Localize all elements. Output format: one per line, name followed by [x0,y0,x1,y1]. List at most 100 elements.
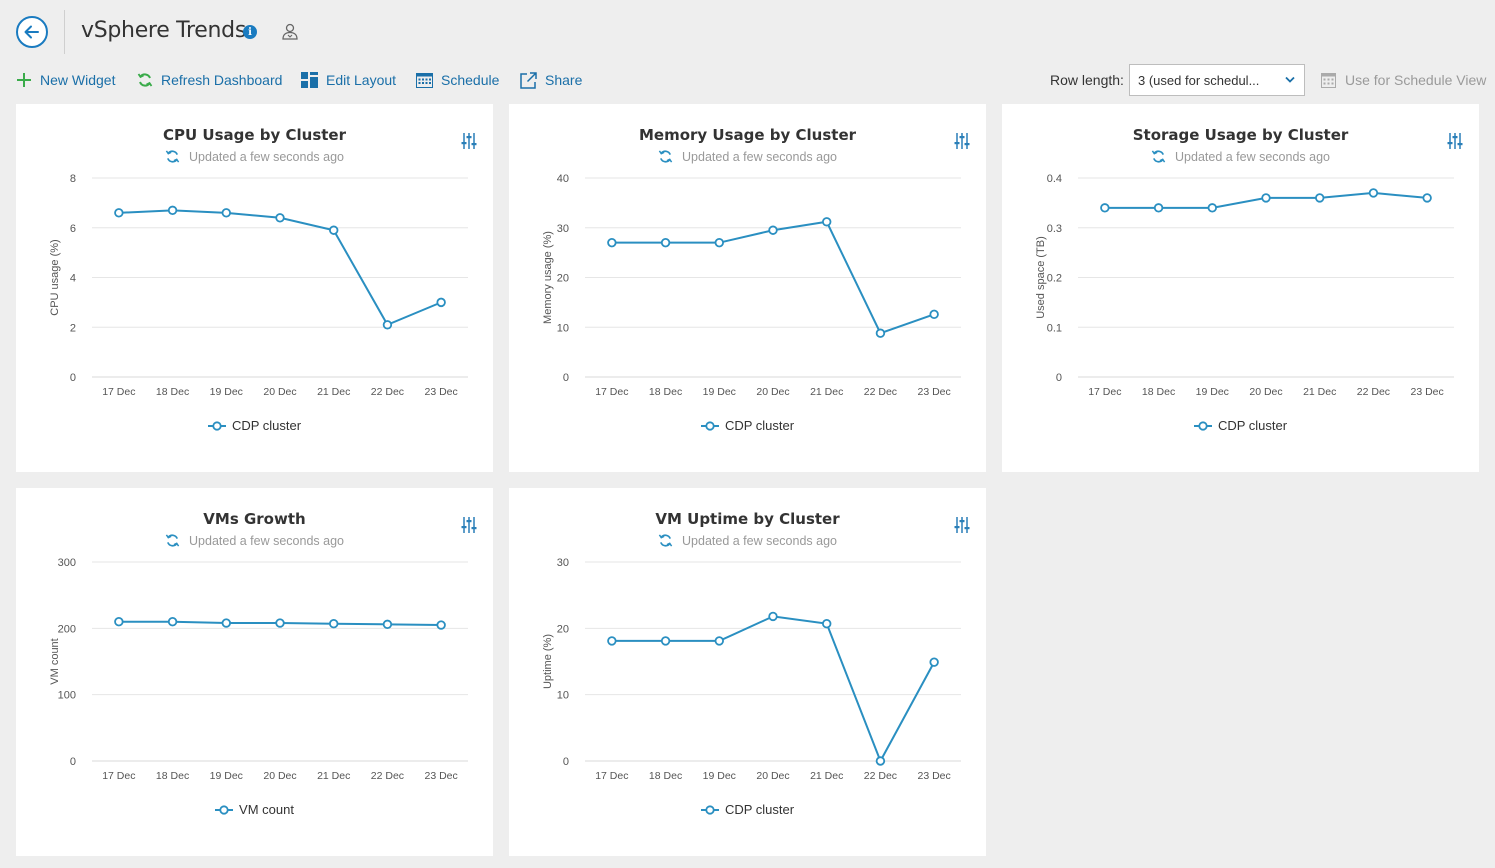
data-point[interactable] [768,225,778,235]
widget-settings-sliders-icon[interactable] [461,516,477,534]
data-point[interactable] [167,205,178,216]
y-axis-title: Used space (TB) [1035,236,1047,319]
owner-users-icon[interactable] [280,23,300,41]
y-tick-label: 200 [58,623,76,635]
widget-updated-text: Updated a few seconds ago [682,533,837,548]
back-button[interactable] [16,16,48,48]
row-length-value: 3 (used for schedul... [1138,72,1260,88]
x-tick-label: 20 Dec [756,770,789,782]
data-point[interactable] [1261,193,1271,203]
y-axis-title: CPU usage (%) [49,239,61,315]
data-point[interactable] [768,611,778,622]
line-chart: 0 10 20 30 40 Memory usage (%) 17 Dec 18 Dec 19 … [542,173,961,398]
data-point[interactable] [1207,203,1217,213]
legend-label: CDP cluster [724,802,795,817]
data-point[interactable] [436,620,446,630]
y-tick-label: 0 [563,372,569,384]
x-tick-label: 20 Dec [1249,386,1282,398]
x-tick-label: 22 Dec [371,386,404,398]
row-length-select[interactable]: 3 (used for schedul... [1129,64,1305,96]
chart-legend[interactable]: CDP cluster [509,418,986,433]
x-tick-label: 19 Dec [210,386,243,398]
data-point[interactable] [275,618,285,628]
data-point[interactable] [329,225,339,235]
info-icon[interactable]: i [243,25,257,39]
data-point[interactable] [822,217,832,227]
data-point[interactable] [221,208,231,218]
layout-grid-icon [301,72,318,88]
schedule-view-icon [1321,72,1336,88]
chart-legend[interactable]: CDP cluster [16,418,493,433]
x-tick-label: 20 Dec [263,386,296,398]
title-divider [64,10,65,54]
data-point[interactable] [1422,193,1432,203]
data-point[interactable] [436,297,446,308]
data-point[interactable] [275,213,285,223]
data-point[interactable] [167,616,178,627]
refresh-dashboard-button[interactable]: Refresh Dashboard [137,70,282,90]
y-tick-label: 10 [557,690,569,702]
widget-settings-sliders-icon[interactable] [954,132,970,150]
x-tick-label: 23 Dec [918,770,951,782]
data-point[interactable] [660,237,671,248]
widget-updated-text: Updated a few seconds ago [682,149,837,164]
data-point[interactable] [607,237,617,248]
legend-label: VM count [239,802,294,817]
data-point[interactable] [382,320,393,330]
data-point[interactable] [114,208,124,218]
chart-legend[interactable]: CDP cluster [509,802,986,817]
y-tick-label: 20 [557,273,569,285]
data-point[interactable] [1368,188,1379,198]
widget-updated-status: Updated a few seconds ago [16,533,493,548]
data-point[interactable] [114,616,124,627]
widget-updated-text: Updated a few seconds ago [1175,149,1330,164]
y-tick-label: 4 [70,273,76,285]
refresh-icon [658,150,673,163]
refresh-icon [658,534,673,547]
y-tick-label: 30 [557,223,569,235]
widget-settings-sliders-icon[interactable] [954,516,970,534]
chart-legend[interactable]: VM count [16,802,493,817]
widget-title: CPU Usage by Cluster [162,126,346,144]
data-point[interactable] [875,328,886,338]
data-point[interactable] [1315,193,1325,203]
x-tick-label: 18 Dec [1142,386,1175,398]
data-point[interactable] [1153,203,1164,213]
y-axis-title: VM count [49,638,61,684]
data-point[interactable] [714,636,724,646]
legend-label: CDP cluster [231,418,302,433]
widget-title: VMs Growth [203,510,306,528]
y-tick-label: 0.4 [1047,173,1062,185]
widget-updated-status: Updated a few seconds ago [16,149,493,164]
x-tick-label: 21 Dec [810,770,843,782]
y-tick-label: 2 [70,322,76,334]
share-button[interactable]: Share [520,70,582,90]
data-point[interactable] [929,309,939,320]
x-tick-label: 23 Dec [918,386,951,398]
data-point[interactable] [875,756,886,766]
data-point[interactable] [329,618,339,629]
arrow-left-icon [24,25,39,39]
data-point[interactable] [1100,203,1110,213]
line-chart: 0 10 20 30 Uptime (%) 17 Dec 18 Dec 19 Dec 20 De… [542,557,961,782]
data-point[interactable] [929,657,939,667]
widget-settings-sliders-icon[interactable] [1447,132,1463,150]
x-tick-label: 22 Dec [1357,386,1390,398]
data-point[interactable] [221,618,231,628]
y-tick-label: 0 [563,756,569,768]
use-schedule-view-checkbox[interactable]: Use for Schedule View [1321,72,1486,88]
widget-settings-sliders-icon[interactable] [461,132,477,150]
chart-legend[interactable]: CDP cluster [1002,418,1479,433]
data-point[interactable] [714,237,724,248]
data-point[interactable] [382,619,393,630]
data-point[interactable] [822,618,832,629]
new-widget-button[interactable]: New Widget [16,70,115,90]
edit-layout-button[interactable]: Edit Layout [301,70,396,90]
y-tick-label: 20 [557,623,569,635]
data-point[interactable] [660,636,671,646]
widget-vms-growth: VMs Growth Updated a few seconds ago 0 10… [16,488,493,856]
data-point[interactable] [607,636,617,646]
schedule-button[interactable]: Schedule [416,70,499,90]
legend-marker-icon [215,804,234,815]
x-tick-label: 23 Dec [1411,386,1444,398]
